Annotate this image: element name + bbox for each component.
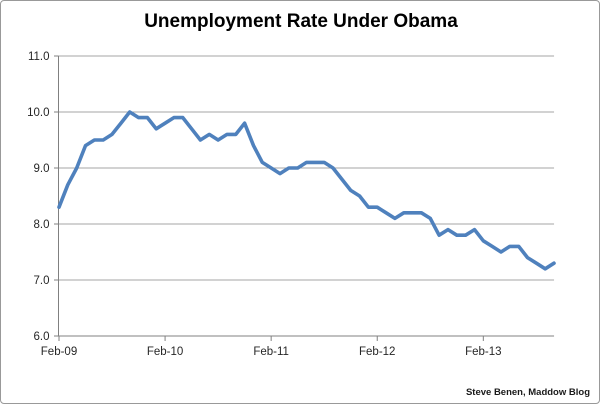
x-axis-label-Feb-11: Feb-11 xyxy=(253,346,289,358)
credit-text: Steve Benen, Maddow Blog xyxy=(465,387,590,398)
y-axis-label-7.0: 7.0 xyxy=(34,275,50,287)
y-axis-label-8.0: 8.0 xyxy=(34,219,50,231)
x-axis-label-Feb-13: Feb-13 xyxy=(465,346,501,358)
y-axis-label-6.0: 6.0 xyxy=(34,331,50,343)
y-axis-label-11.0: 11.0 xyxy=(28,51,50,63)
unemployment-rate-series-line xyxy=(57,110,556,271)
x-axis-label-Feb-09: Feb-09 xyxy=(41,346,77,358)
x-axis-label-Feb-10: Feb-10 xyxy=(147,346,183,358)
x-axis-label-Feb-12: Feb-12 xyxy=(359,346,395,358)
chart-title: Unemployment Rate Under Obama xyxy=(144,11,458,32)
y-axis-label-9.0: 9.0 xyxy=(34,163,50,175)
y-axis-label-10.0: 10.0 xyxy=(27,107,49,119)
